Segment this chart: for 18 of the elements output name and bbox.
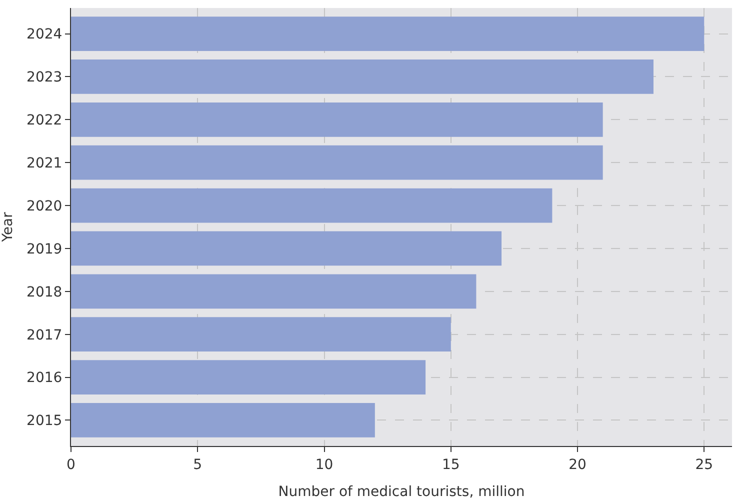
x-tick-label: 0 (66, 456, 76, 473)
y-tick-label: 2020 (26, 198, 62, 214)
y-axis-title: Year (0, 212, 16, 243)
x-axis-title: Number of medical tourists, million (278, 484, 525, 500)
x-tick-label: 20 (568, 456, 586, 473)
y-tick-label: 2018 (26, 284, 62, 300)
y-tick-label: 2023 (26, 70, 62, 86)
y-tick-label: 2017 (26, 327, 62, 344)
y-tick-label: 2015 (26, 413, 62, 430)
y-tick-label: 2022 (26, 112, 62, 129)
y-tick-label: 2024 (26, 26, 62, 43)
y-tick-label: 2016 (26, 370, 62, 386)
x-tick-label: 25 (695, 456, 714, 473)
y-tick-label: 2021 (26, 155, 62, 172)
x-tick-label: 10 (315, 456, 334, 473)
x-tick-label: 5 (193, 456, 202, 473)
y-tick-label: 2019 (26, 241, 62, 258)
x-tick-label: 15 (442, 456, 460, 473)
